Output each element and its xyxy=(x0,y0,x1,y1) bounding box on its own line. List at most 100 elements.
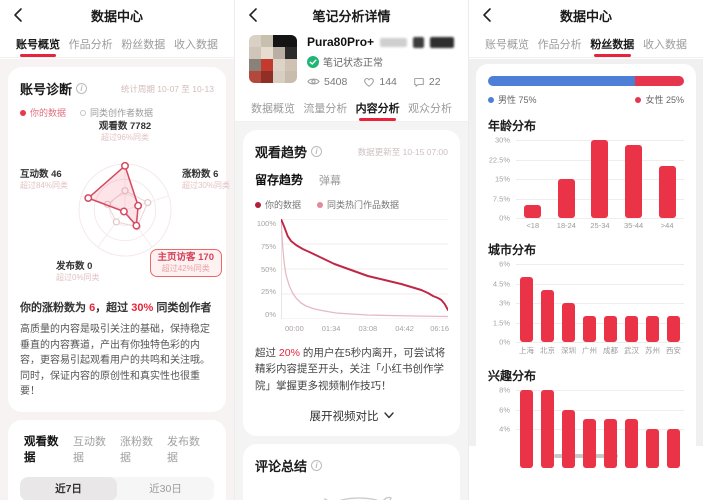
dark-red-dot-icon xyxy=(255,201,261,208)
female-segment xyxy=(635,76,684,86)
tab-interaction-data[interactable]: 互动数据 xyxy=(72,435,106,464)
heart-icon xyxy=(364,77,375,87)
comment-summary-illustration xyxy=(255,485,448,500)
bar-广州 xyxy=(583,316,596,342)
trend-title: 观看趋势 xyxy=(255,142,323,161)
segment-30days[interactable]: 近30日 xyxy=(149,483,182,495)
radar-label-interactions: 互动数 46 超过84%同类 xyxy=(20,169,69,190)
bar-社科 xyxy=(562,409,575,468)
bar-美食 xyxy=(583,419,596,468)
retention-line-chart: 100% 75% 50% 25% 0% xyxy=(255,218,449,320)
bar-西安 xyxy=(667,316,680,342)
city-distribution-chart: 0% 1.5% 3% 4.5% 6% 上海 北京 深圳 广州 成都 武汉 苏州 西安 xyxy=(488,260,684,356)
redacted-text xyxy=(413,36,425,48)
line-plot-area xyxy=(280,218,449,320)
left-body: 账号诊断 统计周期 10-07 至 10-13 你的数据 同类创作者数据 观看数… xyxy=(0,59,234,500)
legend-peer-data: 同类创作者数据 xyxy=(80,106,153,119)
bar->44 xyxy=(658,166,676,218)
redacted-text xyxy=(380,37,408,47)
bar-plot-area xyxy=(516,264,684,343)
tab-view-data[interactable]: 观看数据 xyxy=(24,435,59,464)
page-title: 数据中心 xyxy=(559,8,612,24)
legend-peer-hot-notes: 同类热门作品数据 xyxy=(317,198,399,211)
views-stat: 5408 xyxy=(307,75,347,88)
note-summary: Pura80Pro+ 笔记状态正常 5408 144 xyxy=(235,30,468,88)
comment-icon xyxy=(414,77,424,87)
tab-income-data[interactable]: 收入数据 xyxy=(173,38,218,51)
note-thumbnail[interactable] xyxy=(249,35,297,83)
diagnosis-title: 账号诊断 xyxy=(20,79,88,98)
red-dot-icon xyxy=(20,109,26,116)
note-title: Pura80Pro+ xyxy=(307,35,375,49)
diagnosis-summary: 你的涨粉数为 6，超过 30% 同类创作者 xyxy=(20,302,212,314)
likes-stat: 144 xyxy=(363,76,397,88)
bar-武汉 xyxy=(625,316,638,342)
redacted-text xyxy=(430,36,454,48)
right-header: 数据中心 xyxy=(469,0,703,30)
legend-female: 女性 25% xyxy=(635,93,684,106)
tab-fans-data[interactable]: 粉丝数据 xyxy=(121,38,166,51)
bar-苏州 xyxy=(646,316,659,342)
page-title: 笔记分析详情 xyxy=(312,8,391,24)
radar-label-views: 观看数 7782 超过96%同类 xyxy=(98,121,152,142)
tab-account-overview[interactable]: 账号概览 xyxy=(14,30,62,58)
data-type-tabs: 观看数据 互动数据 涨粉数据 发布数据 xyxy=(20,430,214,468)
bar-25-34 xyxy=(591,140,609,218)
info-icon[interactable] xyxy=(311,146,323,157)
section-title-city: 城市分布 xyxy=(488,243,537,257)
y-axis-labels: 100% 75% 50% 25% 0% xyxy=(256,219,276,319)
tab-fans-data[interactable]: 粉丝数据 xyxy=(588,30,636,58)
page-title: 数据中心 xyxy=(90,8,143,24)
subtab-retention[interactable]: 留存趋势 xyxy=(255,173,304,187)
note-stats: 5408 144 22 xyxy=(307,75,454,88)
tab-audience-analysis[interactable]: 观众分析 xyxy=(407,102,452,115)
bar-生活... xyxy=(541,390,554,468)
account-diagnosis-card: 账号诊断 统计周期 10-07 至 10-13 你的数据 同类创作者数据 观看数… xyxy=(8,67,230,412)
retention-tip: 超过 20% 的用户在5秒内离开，可尝试将精彩内容提至开头，关注「小红书创作学院… xyxy=(255,347,446,392)
section-title-interest: 兴趣分布 xyxy=(488,369,537,383)
bar-科技... xyxy=(520,390,533,468)
stat-period: 统计周期 10-07 至 10-13 xyxy=(120,83,214,94)
info-icon[interactable] xyxy=(76,83,88,94)
tab-publish-data[interactable]: 发布数据 xyxy=(167,435,200,464)
bar-北京 xyxy=(541,290,554,342)
back-icon[interactable] xyxy=(479,6,497,24)
gender-ratio-bar xyxy=(488,76,684,86)
bar-娱乐 xyxy=(646,429,659,468)
left-tabbar: 账号概览 作品分析 粉丝数据 收入数据 xyxy=(0,30,234,58)
radar-label-home-visitors: 主页访客 170 超过42%同类 xyxy=(149,249,222,277)
legend-male: 男性 75% xyxy=(488,93,537,106)
comment-summary-card: 评论总结 xyxy=(243,443,460,500)
legend-your-data: 你的数据 xyxy=(255,198,301,211)
segment-7days[interactable]: 近7日 xyxy=(20,476,117,500)
right-tabbar: 账号概览 作品分析 粉丝数据 收入数据 xyxy=(469,30,703,58)
bar-深圳 xyxy=(562,303,575,342)
panel-fans-data: 数据中心 账号概览 作品分析 粉丝数据 收入数据 男性 75% 女性 25% 年… xyxy=(469,0,703,500)
check-circle-icon xyxy=(307,55,319,68)
diagnosis-description: 高质量的内容是吸引关注的基础，保持稳定垂直的内容赛道，产出有你独特色彩的内容，更… xyxy=(20,324,210,397)
radar-label-publish-count: 发布数 0 超过0%同类 xyxy=(56,261,100,282)
tab-content-analysis[interactable]: 内容分析 xyxy=(354,94,402,122)
tab-income-data[interactable]: 收入数据 xyxy=(642,38,687,51)
panel-account-overview: 数据中心 账号概览 作品分析 粉丝数据 收入数据 账号诊断 统计周期 10-07… xyxy=(0,0,234,500)
tab-traffic-analysis[interactable]: 流量分析 xyxy=(303,102,348,115)
back-icon[interactable] xyxy=(10,6,28,24)
tab-fans-growth-data[interactable]: 涨粉数据 xyxy=(119,435,153,464)
expand-video-compare-button[interactable]: 展开视频对比 xyxy=(255,408,448,426)
back-icon[interactable] xyxy=(245,6,263,24)
tab-works-analysis[interactable]: 作品分析 xyxy=(68,38,113,51)
legend-your-data: 你的数据 xyxy=(20,106,66,119)
bar-家居... xyxy=(667,429,680,468)
period-segmented-control: 近7日 近30日 xyxy=(20,476,214,500)
tab-account-overview[interactable]: 账号概览 xyxy=(485,38,529,51)
bar-影视 xyxy=(625,419,638,468)
info-icon[interactable] xyxy=(311,459,323,471)
subtab-danmaku[interactable]: 弹幕 xyxy=(319,175,342,187)
tab-data-overview[interactable]: 数据概览 xyxy=(251,102,295,115)
mid-tabbar: 数据概览 流量分析 内容分析 观众分析 xyxy=(235,94,468,122)
fans-distribution-card: 男性 75% 女性 25% 年龄分布 0% 7.5% 15% 22.5% 30% <18 1… xyxy=(476,64,696,492)
note-status: 笔记状态正常 xyxy=(307,54,454,69)
tab-works-analysis[interactable]: 作品分析 xyxy=(537,38,582,51)
mid-body: 观看趋势 数据更新至 10-15 07:00 留存趋势 弹幕 你的数据 同类热门… xyxy=(235,122,468,500)
